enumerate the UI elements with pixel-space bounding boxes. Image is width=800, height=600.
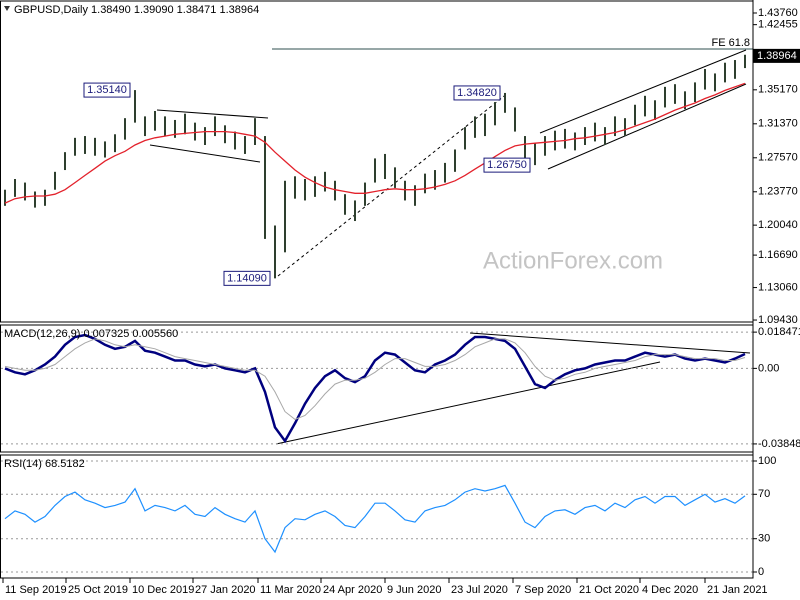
y-tick-label: 0.018471 (758, 326, 800, 338)
panel-title: MACD(12,26,9) 0.007325 0.005560 (4, 328, 178, 340)
x-tick-label: 11 Sep 2019 (5, 584, 67, 596)
panel-frame (0, 454, 754, 579)
y-tick-label: 30 (758, 533, 770, 545)
trend-line (156, 109, 269, 119)
y-tick-label: 1.43760 (758, 7, 798, 19)
panel-title: GBPUSD,Daily 1.38490 1.39090 1.38471 1.3… (14, 4, 259, 16)
watermark: ActionForex.com (483, 247, 663, 274)
y-tick-label: 1.09430 (758, 314, 798, 326)
trend-line (469, 332, 751, 354)
x-tick-label: 21 Oct 2020 (579, 584, 639, 596)
x-tick-label: 10 Dec 2019 (132, 584, 194, 596)
macd-line (4, 333, 746, 444)
trend-line (275, 361, 661, 445)
macd-signal-line (4, 338, 746, 420)
trend-line (277, 92, 509, 277)
x-tick-label: 11 Mar 2020 (260, 584, 321, 596)
fe-level-label: FE 61.8 (711, 37, 750, 49)
price-annotation: 1.35140 (87, 84, 127, 96)
trend-lines (149, 49, 751, 445)
moving-average (4, 82, 746, 204)
symbol-icon (4, 6, 10, 11)
y-tick-label: 1.20040 (758, 219, 798, 231)
channel-line (547, 83, 747, 170)
x-tick-label: 27 Jan 2020 (195, 584, 256, 596)
price-annotation-box (483, 157, 531, 173)
y-tick-label: 100 (758, 455, 776, 467)
price-annotation: 1.26750 (487, 159, 527, 171)
x-tick-label: 9 Jun 2020 (387, 584, 441, 596)
y-tick-label: 1.27570 (758, 152, 798, 164)
price-annotation-box (453, 85, 501, 101)
price-annotation-box (83, 82, 131, 98)
x-tick-label: 23 Jul 2020 (451, 584, 508, 596)
price-annotation-box (223, 270, 271, 286)
trend-line (149, 144, 261, 163)
x-tick-label: 21 Jan 2021 (707, 584, 768, 596)
channel-line (539, 49, 747, 134)
price-annotation: 1.14090 (227, 272, 267, 284)
y-tick-label: 1.35170 (758, 84, 798, 96)
y-tick-label: 1.42455 (758, 19, 798, 31)
y-tick-label: 1.16690 (758, 249, 798, 261)
rsi-line (4, 484, 746, 554)
y-tick-label: 1.23770 (758, 186, 798, 198)
panel-title: RSI(14) 68.5182 (4, 458, 85, 470)
last-price-label: 1.38964 (757, 50, 797, 62)
price-annotation: 1.34820 (457, 87, 497, 99)
x-tick-label: 4 Dec 2020 (642, 584, 698, 596)
x-tick-label: 25 Oct 2019 (68, 584, 128, 596)
y-tick-label: 70 (758, 488, 770, 500)
y-tick-label: 0 (758, 566, 764, 578)
x-tick-label: 7 Sep 2020 (515, 584, 571, 596)
last-price-box (753, 48, 800, 63)
x-tick-label: 24 Apr 2020 (323, 584, 382, 596)
y-tick-label: -0.038486 (758, 438, 800, 450)
y-tick-label: 1.13060 (758, 281, 798, 293)
y-tick-label: 1.31370 (758, 118, 798, 130)
y-tick-label: 0.00 (758, 362, 779, 374)
